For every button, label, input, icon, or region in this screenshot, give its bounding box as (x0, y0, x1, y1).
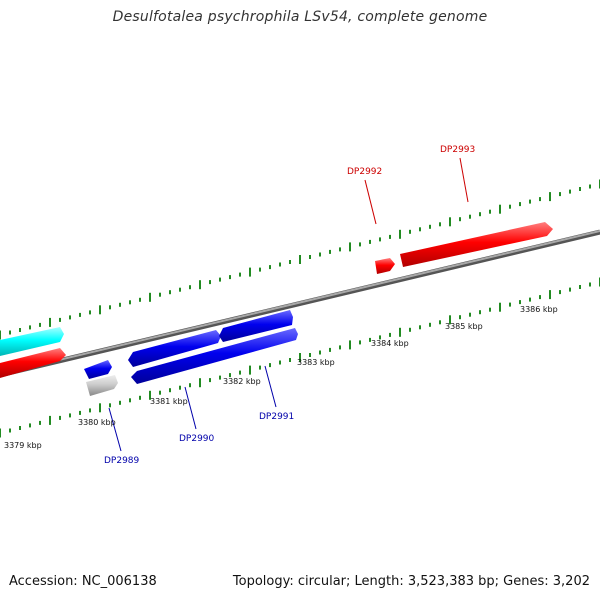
gene-arrow-cyan-left[interactable] (0, 327, 64, 356)
gene-label-dp2989: DP2989 (104, 456, 140, 466)
gene-arrow-dp2990[interactable] (128, 330, 221, 367)
genome-backbone-highlight (0, 230, 600, 375)
gene-label-dp2990: DP2990 (179, 434, 215, 444)
scale-label-3382: 3382 kbp (223, 377, 261, 386)
gene-callouts (108, 157, 469, 452)
scale-label-3383: 3383 kbp (297, 358, 335, 367)
scale-label-3381: 3381 kbp (150, 397, 188, 406)
scale-label-3386: 3386 kbp (520, 305, 558, 314)
genome-title: Desulfotalea psychrophila LSv54, complet… (112, 9, 488, 25)
scale-label-3384: 3384 kbp (371, 339, 409, 348)
gene-label-dp2992: DP2992 (347, 167, 382, 177)
gene-arrow-dp2991-upper[interactable] (219, 310, 293, 342)
gene-arrow-red-left[interactable] (0, 348, 66, 378)
genome-summary-text: Topology: circular; Length: 3,523,383 bp… (232, 574, 590, 589)
accession-text: Accession: NC_006138 (9, 574, 157, 589)
gene-arrow-dp2989[interactable] (84, 360, 112, 379)
gene-arrow-dp2992[interactable] (375, 258, 395, 274)
gene-arrow-other[interactable] (86, 375, 118, 396)
scale-label-3380: 3380 kbp (78, 418, 116, 427)
gene-arrow-dp2991-lower[interactable] (131, 328, 298, 384)
callout-line-dp2993 (459, 157, 469, 203)
outer-scale-ticks (0, 179, 600, 340)
scale-label-3379: 3379 kbp (4, 441, 42, 450)
callout-line-dp2992 (364, 179, 377, 225)
callout-line-dp2991 (264, 365, 277, 408)
scale-label-3385: 3385 kbp (445, 322, 483, 331)
gene-arrow-dp2993[interactable] (400, 222, 553, 267)
inner-scale-ticks (0, 277, 600, 438)
gene-label-dp2991: DP2991 (259, 412, 294, 422)
callout-line-dp2990 (184, 386, 197, 430)
gene-label-dp2993: DP2993 (440, 145, 475, 155)
callout-line-dp2989 (108, 407, 122, 452)
